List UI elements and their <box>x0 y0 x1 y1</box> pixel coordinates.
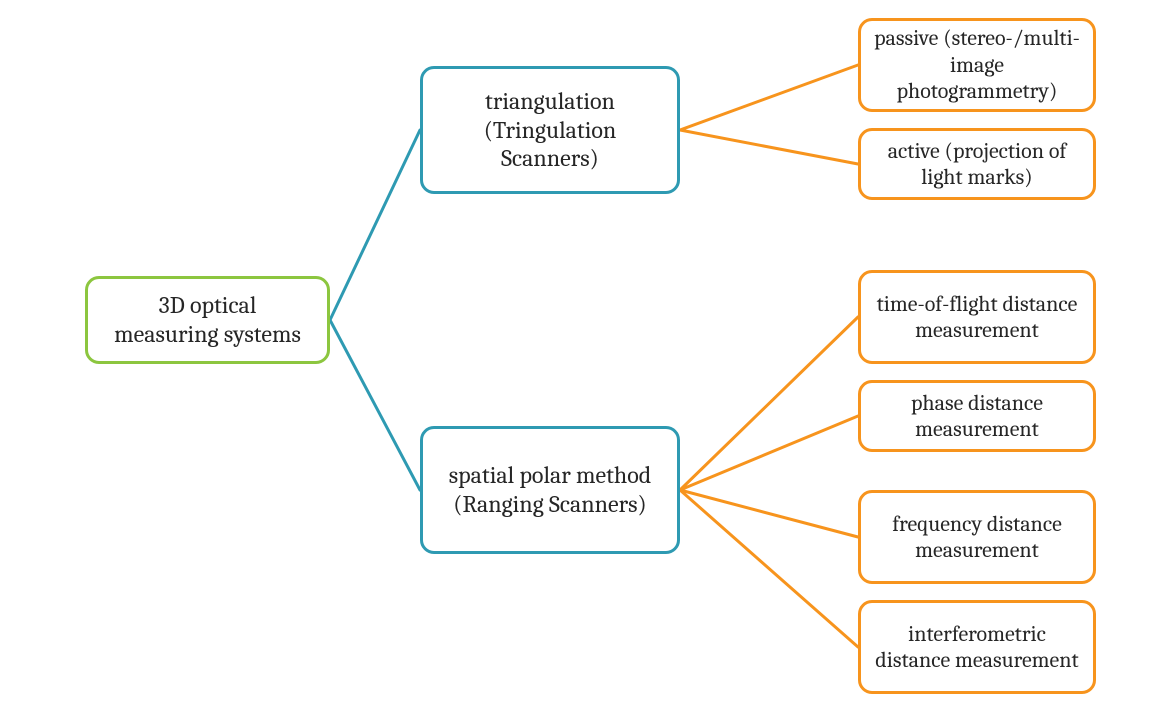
node-spatial-line2: (Ranging Scanners) <box>453 490 646 519</box>
edge-spatial-tof <box>680 317 858 490</box>
node-spatial-line1: spatial polar method <box>449 461 651 490</box>
node-interferometric: interferometric distance measurement <box>858 600 1096 694</box>
node-root: 3D optical measuring systems <box>85 276 330 364</box>
node-phase-text: phase distance measurement <box>873 390 1081 443</box>
node-tof-text: time-of-flight distance measurement <box>873 291 1081 344</box>
node-spatial: spatial polar method (Ranging Scanners) <box>420 426 680 554</box>
node-phase: phase distance measurement <box>858 380 1096 452</box>
node-frequency: frequency distance measurement <box>858 490 1096 584</box>
node-tof: time-of-flight distance measurement <box>858 270 1096 364</box>
diagram-stage: 3D optical measuring systems triangulati… <box>0 0 1170 717</box>
node-root-line1: 3D optical <box>159 291 257 320</box>
node-triangulation-line2: (Tringulation Scanners) <box>435 116 665 174</box>
node-passive-text: passive (stereo-/multi-image photogramme… <box>873 25 1081 104</box>
node-frequency-text: frequency distance measurement <box>873 511 1081 564</box>
edge-spatial-interferometric <box>680 490 858 647</box>
node-triangulation: triangulation (Tringulation Scanners) <box>420 66 680 194</box>
edge-root-spatial <box>330 320 420 490</box>
edge-spatial-phase <box>680 416 858 490</box>
node-root-line2: measuring systems <box>114 320 301 349</box>
edge-spatial-frequency <box>680 490 858 537</box>
edge-root-triangulation <box>330 130 420 320</box>
edge-triangulation-passive <box>680 65 858 130</box>
node-passive: passive (stereo-/multi-image photogramme… <box>858 18 1096 112</box>
edge-triangulation-active <box>680 130 858 164</box>
node-interferometric-text: interferometric distance measurement <box>873 621 1081 674</box>
node-active: active (projection of light marks) <box>858 128 1096 200</box>
node-active-text: active (projection of light marks) <box>873 138 1081 191</box>
node-triangulation-line1: triangulation <box>485 87 615 116</box>
